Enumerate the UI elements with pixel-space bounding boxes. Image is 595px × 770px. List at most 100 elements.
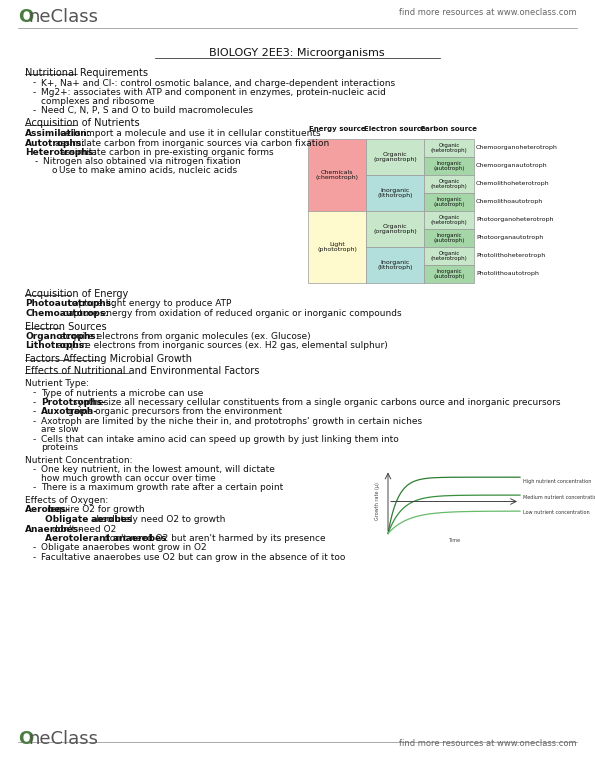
Text: Cells that can intake amino acid can speed up growth by just linking them into: Cells that can intake amino acid can spe… xyxy=(41,435,399,444)
Text: Assimilation:: Assimilation: xyxy=(25,129,92,138)
Text: Photoautotrophs:: Photoautotrophs: xyxy=(25,300,115,309)
Text: Factors Affecting Microbial Growth: Factors Affecting Microbial Growth xyxy=(25,354,192,364)
Text: Autotrophs:: Autotrophs: xyxy=(25,139,86,148)
Text: Low nutrient concentration: Low nutrient concentration xyxy=(523,511,590,515)
Text: Chemoautorops:: Chemoautorops: xyxy=(25,309,109,318)
Text: Inorganic
(autotroph): Inorganic (autotroph) xyxy=(433,161,465,172)
Text: Nutrient Type:: Nutrient Type: xyxy=(25,379,89,388)
Text: Lithotrophs:: Lithotrophs: xyxy=(25,342,87,350)
Text: don't need O2 but aren't harmed by its presence: don't need O2 but aren't harmed by its p… xyxy=(104,534,326,543)
Text: Chemoorganoheterotroph: Chemoorganoheterotroph xyxy=(476,146,558,150)
Text: Chemoorganautotroph: Chemoorganautotroph xyxy=(476,163,547,169)
Text: Aerotolerant anaerobes: Aerotolerant anaerobes xyxy=(45,534,167,543)
Text: Organic
(heterotroph): Organic (heterotroph) xyxy=(431,142,468,153)
Text: Carbon source: Carbon source xyxy=(421,126,478,132)
Text: -: - xyxy=(35,158,38,166)
Text: Photoorganautotroph: Photoorganautotroph xyxy=(476,236,543,240)
Text: absolutely need O2 to growth: absolutely need O2 to growth xyxy=(88,515,226,524)
Text: Type of nutrients a microbe can use: Type of nutrients a microbe can use xyxy=(41,389,203,397)
FancyBboxPatch shape xyxy=(424,229,474,247)
Text: Photolithoheterotroph: Photolithoheterotroph xyxy=(476,253,545,259)
FancyBboxPatch shape xyxy=(308,211,366,283)
Text: cells import a molecule and use it in cellular constituents: cells import a molecule and use it in ce… xyxy=(60,129,321,138)
FancyBboxPatch shape xyxy=(308,139,366,211)
Text: how much growth can occur over time: how much growth can occur over time xyxy=(41,474,216,483)
FancyBboxPatch shape xyxy=(424,211,474,229)
Text: Organotrophs:: Organotrophs: xyxy=(25,332,99,341)
Text: K+, Na+ and Cl-: control osmotic balance, and charge-dependent interactions: K+, Na+ and Cl-: control osmotic balance… xyxy=(41,79,395,88)
Text: -: - xyxy=(33,417,36,426)
Text: Organic
(heterotroph): Organic (heterotroph) xyxy=(431,250,468,261)
Text: assimilate carbon from inorganic sources via carbon fixation: assimilate carbon from inorganic sources… xyxy=(55,139,329,148)
FancyBboxPatch shape xyxy=(424,139,474,157)
Text: assimilate carbon in pre-existing organic forms: assimilate carbon in pre-existing organi… xyxy=(60,148,274,157)
Text: Photoorganoheterotroph: Photoorganoheterotroph xyxy=(476,217,553,223)
Text: Organic
(organotroph): Organic (organotroph) xyxy=(373,223,417,234)
Text: Inorganic
(autotroph): Inorganic (autotroph) xyxy=(433,196,465,207)
Text: don't need O2: don't need O2 xyxy=(52,524,116,534)
Text: Prototrophs-: Prototrophs- xyxy=(41,398,106,407)
Text: -: - xyxy=(33,553,36,562)
Text: Obligate anaerobes wont grow in O2: Obligate anaerobes wont grow in O2 xyxy=(41,544,206,553)
Text: Acquisition of Nutrients: Acquisition of Nutrients xyxy=(25,119,140,129)
Text: Obligate aerobes: Obligate aerobes xyxy=(45,515,132,524)
Text: Inorganic
(lithotroph): Inorganic (lithotroph) xyxy=(377,188,413,199)
Text: acquire electrons from organic molecules (ex. Glucose): acquire electrons from organic molecules… xyxy=(60,332,311,341)
Text: -: - xyxy=(33,484,36,493)
Text: Light
(phototroph): Light (phototroph) xyxy=(317,242,357,253)
Text: -: - xyxy=(33,106,36,115)
Text: capture light energy to produce ATP: capture light energy to produce ATP xyxy=(68,300,231,309)
Text: Chemicals
(chemotroph): Chemicals (chemotroph) xyxy=(315,169,359,180)
Text: BIOLOGY 2EE3: Microorganisms: BIOLOGY 2EE3: Microorganisms xyxy=(209,48,385,58)
Text: -: - xyxy=(33,79,36,88)
Text: acquire electrons from inorganic sources (ex. H2 gas, elemental sulphur): acquire electrons from inorganic sources… xyxy=(57,342,388,350)
Text: Heterotrophs:: Heterotrophs: xyxy=(25,148,97,157)
Text: Nutrient Concentration:: Nutrient Concentration: xyxy=(25,456,133,465)
Text: Effects of Nutritional and Environmental Factors: Effects of Nutritional and Environmental… xyxy=(25,367,259,377)
Text: Organic
(organotroph): Organic (organotroph) xyxy=(373,152,417,162)
Text: complexes and ribosome: complexes and ribosome xyxy=(41,96,154,105)
Text: Aerobes-: Aerobes- xyxy=(25,505,70,514)
Text: Need C, N, P, S and O to build macromolecules: Need C, N, P, S and O to build macromole… xyxy=(41,106,253,115)
Text: find more resources at www.oneclass.com: find more resources at www.oneclass.com xyxy=(399,739,577,748)
Text: -: - xyxy=(33,389,36,397)
Text: O: O xyxy=(18,8,33,26)
Text: -: - xyxy=(33,466,36,474)
Text: Facultative anaerobes use O2 but can grow in the absence of it too: Facultative anaerobes use O2 but can gro… xyxy=(41,553,345,562)
FancyBboxPatch shape xyxy=(366,211,424,247)
FancyBboxPatch shape xyxy=(424,175,474,193)
FancyBboxPatch shape xyxy=(366,139,424,175)
Text: Chemolithoheterotroph: Chemolithoheterotroph xyxy=(476,182,550,186)
Text: Time: Time xyxy=(448,538,460,544)
Text: neClass: neClass xyxy=(28,730,98,748)
Text: Medium nutrient concentration: Medium nutrient concentration xyxy=(523,495,595,500)
Text: Anaerobes-: Anaerobes- xyxy=(25,524,83,534)
FancyBboxPatch shape xyxy=(424,265,474,283)
Text: synthesize all necessary cellular constituents from a single organic carbons our: synthesize all necessary cellular consti… xyxy=(73,398,561,407)
Text: are slow: are slow xyxy=(41,426,79,434)
FancyBboxPatch shape xyxy=(424,247,474,265)
Text: Electron Sources: Electron Sources xyxy=(25,322,107,332)
Text: Acquisition of Energy: Acquisition of Energy xyxy=(25,289,129,299)
Text: Energy source: Energy source xyxy=(309,126,365,132)
Text: Nitrogen also obtained via nitrogen fixation: Nitrogen also obtained via nitrogen fixa… xyxy=(43,158,241,166)
Text: Auxotroph-: Auxotroph- xyxy=(41,407,98,417)
Text: One key nutrient, in the lowest amount, will dictate: One key nutrient, in the lowest amount, … xyxy=(41,466,275,474)
Text: Growth rate (µ): Growth rate (µ) xyxy=(375,483,380,521)
Text: -: - xyxy=(33,398,36,407)
Text: Nutritional Requirements: Nutritional Requirements xyxy=(25,68,148,78)
Text: Inorganic
(autotroph): Inorganic (autotroph) xyxy=(433,269,465,280)
Text: proteins: proteins xyxy=(41,444,78,453)
Text: o: o xyxy=(51,166,57,175)
Text: find more resources at www.oneclass.com: find more resources at www.oneclass.com xyxy=(399,8,577,17)
Text: Chemolithoautotroph: Chemolithoautotroph xyxy=(476,199,543,205)
Text: -: - xyxy=(33,88,36,97)
Text: O: O xyxy=(18,730,33,748)
FancyBboxPatch shape xyxy=(424,157,474,175)
FancyBboxPatch shape xyxy=(424,193,474,211)
Text: -: - xyxy=(33,435,36,444)
Text: capture energy from oxidation of reduced organic or inorganic compounds: capture energy from oxidation of reduced… xyxy=(62,309,402,318)
FancyBboxPatch shape xyxy=(366,247,424,283)
FancyBboxPatch shape xyxy=(366,175,424,211)
Text: Photolithoautotroph: Photolithoautotroph xyxy=(476,272,539,276)
